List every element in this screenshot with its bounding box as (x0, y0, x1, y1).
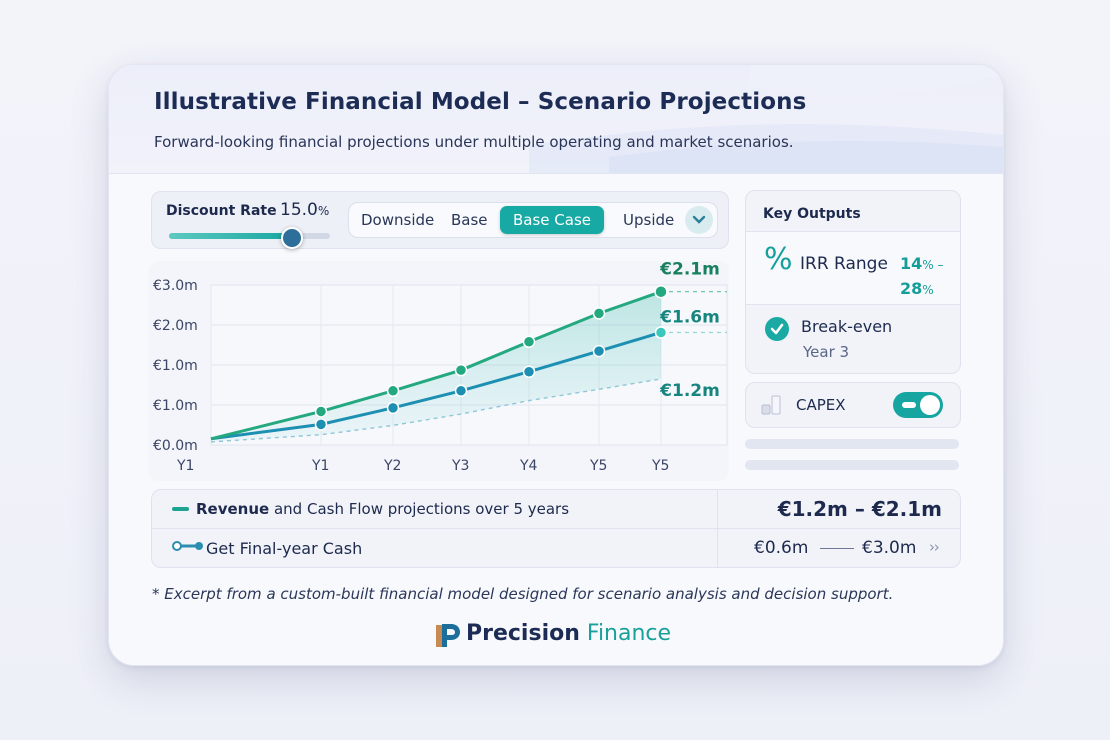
point-base (654, 326, 668, 339)
percent-icon: % (764, 242, 793, 277)
chevron-down-icon (692, 215, 706, 224)
y-tick-label: €3.0m (153, 278, 198, 294)
slider-handle[interactable] (280, 227, 303, 249)
footnote: * Excerpt from a custom-built financial … (152, 585, 894, 603)
point-upside (314, 405, 328, 418)
series-end-label: €1.2m (659, 381, 720, 401)
series-end-label: €2.1m (659, 261, 720, 280)
chevron-right-icon[interactable]: › › (929, 538, 940, 556)
divider (152, 528, 960, 529)
x-tick-label: Y3 (451, 458, 469, 474)
range-dash (820, 548, 854, 549)
controls-bar: Discount Rate 15.0% Downside Base Base C… (151, 191, 729, 249)
x-tick-label: Y2 (383, 458, 401, 474)
discount-rate-value: 15.0% (280, 200, 330, 220)
point-base (592, 344, 606, 358)
x-tick-label: Y4 (519, 458, 538, 474)
precision-logo-icon (436, 624, 460, 647)
point-upside (654, 284, 668, 299)
x-tick-label: Y1 (176, 458, 194, 474)
node-connector-icon (172, 541, 203, 551)
irr-range-label: IRR Range (800, 254, 888, 274)
placeholder-bar (745, 460, 959, 470)
discount-rate-slider[interactable] (169, 227, 330, 249)
discount-rate-label: Discount Rate (166, 203, 277, 219)
bar-chart-icon (761, 395, 781, 415)
irr-range-high: 28% (900, 279, 934, 298)
scenario-dropdown-button[interactable] (685, 206, 713, 234)
toggle-bar-icon (902, 402, 916, 408)
revenue-range-value: €1.2m – €2.1m (777, 497, 942, 521)
scenario-downside[interactable]: Downside (361, 211, 435, 229)
key-outputs-title: Key Outputs (763, 206, 861, 222)
series-end-label: €1.6m (659, 307, 720, 327)
revenue-cashflow-label: Revenue and Cash Flow projections over 5… (196, 500, 570, 518)
card-header: Illustrative Financial Model – Scenario … (109, 65, 1003, 174)
scenario-selector: Downside Base Base Case Upside (348, 202, 718, 238)
toggle-knob (920, 395, 940, 415)
key-outputs-panel: Key Outputs % IRR Range 14% – 28% Break-… (745, 190, 961, 374)
y-tick-label: €1.0m (153, 358, 198, 374)
x-tick-label: Y5 (651, 458, 669, 474)
irr-range-row: % IRR Range 14% – 28% (746, 231, 960, 305)
final-year-cash-low: €0.6m (754, 538, 809, 558)
page-title: Illustrative Financial Model – Scenario … (154, 89, 807, 115)
capex-toggle-row: CAPEX (745, 382, 961, 428)
point-upside (522, 335, 536, 349)
y-tick-label: €2.0m (153, 318, 198, 334)
capex-toggle[interactable] (893, 392, 943, 418)
capex-label: CAPEX (796, 396, 846, 414)
projection-chart: €0.0m €1.0m €1.0m €2.0m €3.0m Y1 Y1 Y2 Y3 Y4 Y5 Y5 €… (149, 261, 729, 481)
point-base (314, 418, 328, 431)
scenario-base-case[interactable]: Base Case (500, 206, 604, 234)
point-upside (592, 307, 606, 320)
y-tick-label: €0.0m (153, 438, 198, 454)
point-base (454, 384, 468, 398)
point-base (386, 401, 400, 415)
main-card: Illustrative Financial Model – Scenario … (108, 64, 1004, 666)
summary-legend: Revenue and Cash Flow projections over 5… (151, 489, 961, 568)
slider-fill (169, 233, 290, 239)
line-swatch-icon (172, 507, 189, 511)
final-year-cash-link[interactable]: Get Final-year Cash (206, 539, 363, 558)
x-tick-label: Y1 (311, 458, 329, 474)
point-upside (386, 384, 400, 398)
point-base (522, 365, 536, 378)
header-wave-decoration (529, 65, 1003, 173)
check-circle-icon (765, 317, 789, 341)
scenario-base[interactable]: Base (451, 211, 488, 229)
scenario-upside[interactable]: Upside (623, 211, 675, 229)
page-subtitle: Forward-looking financial projections un… (154, 133, 794, 151)
placeholder-bar (745, 439, 959, 449)
break-even-value: Year 3 (803, 343, 850, 361)
divider (717, 490, 718, 567)
scenario-band-area (211, 291, 661, 442)
brand-name: Precision Finance (466, 621, 672, 646)
point-upside (454, 363, 468, 377)
y-tick-label: €1.0m (153, 398, 198, 414)
x-tick-label: Y5 (589, 458, 607, 474)
break-even-label: Break-even (801, 317, 893, 336)
series-line-downside (210, 378, 662, 443)
final-year-cash-high: €3.0m (862, 538, 917, 558)
irr-range-low: 14% – (900, 254, 944, 273)
